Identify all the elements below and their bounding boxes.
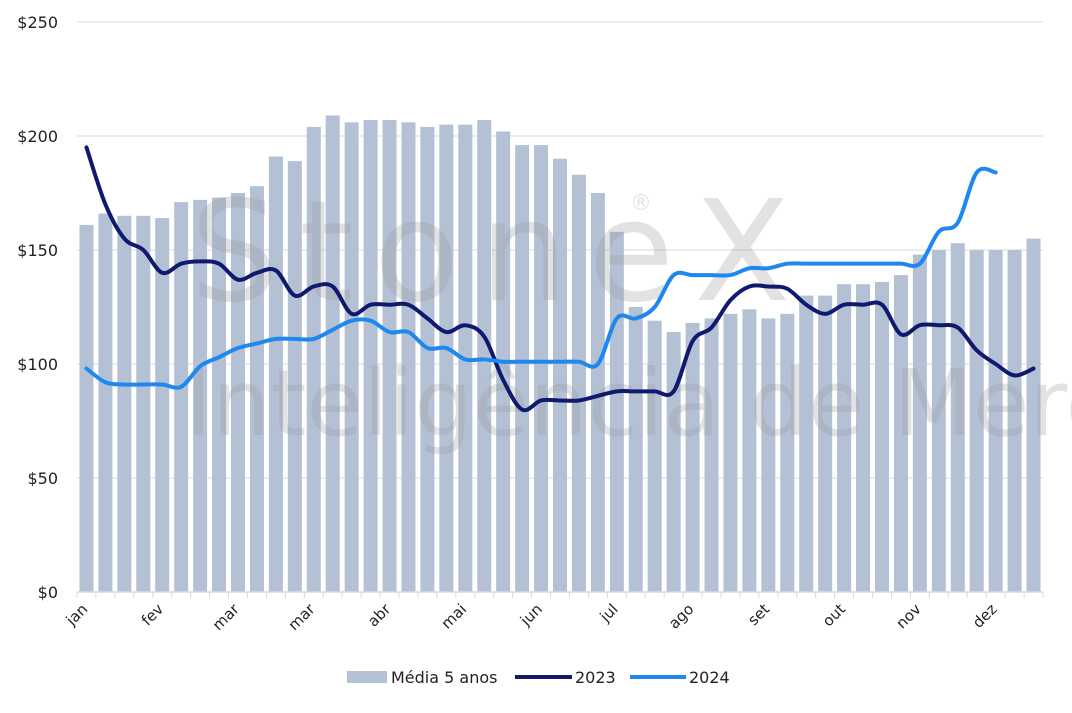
x-tick-label: ago bbox=[665, 600, 697, 632]
bar bbox=[685, 322, 700, 592]
legend-label-media: Média 5 anos bbox=[391, 668, 497, 687]
x-tick-label: fev bbox=[138, 600, 167, 629]
line-series-2024 bbox=[84, 166, 998, 390]
bar bbox=[439, 124, 454, 592]
bar bbox=[666, 332, 681, 592]
bar bbox=[628, 307, 643, 592]
bar bbox=[912, 254, 927, 592]
bar bbox=[837, 284, 852, 592]
x-tick-label: mar bbox=[209, 600, 244, 635]
x-tick-label: set bbox=[744, 600, 773, 629]
bar bbox=[382, 120, 397, 592]
y-axis-labels: $0 $50 $100 $150 $200 $250 bbox=[17, 13, 58, 602]
bar bbox=[534, 145, 549, 592]
x-axis-labels: jan fev mar mar abr mai jun jul ago set out nov dez bbox=[62, 600, 1001, 635]
bar bbox=[98, 213, 113, 592]
bar bbox=[268, 156, 283, 592]
bar bbox=[231, 193, 245, 592]
lines bbox=[84, 145, 1036, 413]
line-series-2023 bbox=[84, 145, 1036, 413]
watermark-subtitle: Inteligência de Mercado bbox=[185, 350, 1072, 457]
bar bbox=[780, 313, 795, 592]
legend-label-2024: 2024 bbox=[689, 668, 730, 687]
bar bbox=[931, 250, 946, 592]
bar bbox=[249, 186, 264, 592]
bar bbox=[477, 120, 492, 592]
bar bbox=[136, 215, 151, 593]
bar bbox=[647, 320, 662, 592]
bars bbox=[79, 115, 1041, 593]
bar bbox=[420, 126, 435, 592]
legend-swatch-media bbox=[347, 671, 387, 683]
bar bbox=[704, 318, 719, 592]
y-tick-label: $0 bbox=[38, 583, 58, 602]
x-axis bbox=[76, 591, 1044, 598]
bar bbox=[590, 193, 605, 592]
y-tick-label: $50 bbox=[27, 469, 58, 488]
bar bbox=[306, 126, 321, 592]
bar bbox=[363, 120, 378, 592]
x-tick-label: nov bbox=[892, 600, 924, 632]
x-tick-label: mar bbox=[285, 600, 320, 635]
x-tick-label: out bbox=[819, 600, 849, 630]
bar bbox=[401, 122, 416, 592]
bar bbox=[212, 197, 227, 592]
bar bbox=[761, 318, 776, 592]
bar bbox=[325, 115, 340, 592]
bar bbox=[742, 309, 757, 592]
y-tick-label: $200 bbox=[17, 127, 58, 146]
bar bbox=[1026, 238, 1041, 592]
bar bbox=[174, 202, 189, 592]
bar bbox=[344, 122, 359, 592]
bar bbox=[856, 284, 871, 592]
bar bbox=[969, 250, 984, 592]
watermark-registered-mark: ® bbox=[630, 191, 652, 216]
bar bbox=[818, 295, 833, 592]
watermark-brand: StoneX bbox=[190, 171, 810, 334]
legend: Média 5 anos 2023 2024 bbox=[347, 668, 730, 687]
bar bbox=[875, 281, 889, 592]
bar bbox=[571, 174, 586, 592]
bar bbox=[193, 199, 208, 592]
bar bbox=[515, 145, 530, 592]
x-tick-label: jun bbox=[516, 600, 546, 630]
bar bbox=[79, 224, 94, 593]
bar bbox=[988, 250, 1003, 592]
bar bbox=[723, 313, 738, 592]
bar bbox=[117, 215, 132, 593]
bar bbox=[155, 218, 170, 592]
y-tick-label: $250 bbox=[17, 13, 58, 32]
y-tick-label: $150 bbox=[17, 241, 58, 260]
bar bbox=[287, 161, 302, 592]
y-tick-label: $100 bbox=[17, 355, 58, 374]
x-tick-label: dez bbox=[969, 600, 1001, 632]
watermark-logo: StoneX ® Inteligência de Mercado bbox=[185, 171, 1072, 457]
bar bbox=[799, 295, 814, 592]
bar bbox=[553, 158, 567, 593]
bar bbox=[893, 275, 908, 592]
x-tick-label: abr bbox=[364, 600, 395, 631]
bar bbox=[1007, 250, 1022, 592]
x-tick-label: jul bbox=[596, 600, 622, 626]
x-tick-label: mai bbox=[438, 600, 471, 633]
legend-label-2023: 2023 bbox=[575, 668, 616, 687]
x-tick-label: jan bbox=[62, 600, 92, 630]
